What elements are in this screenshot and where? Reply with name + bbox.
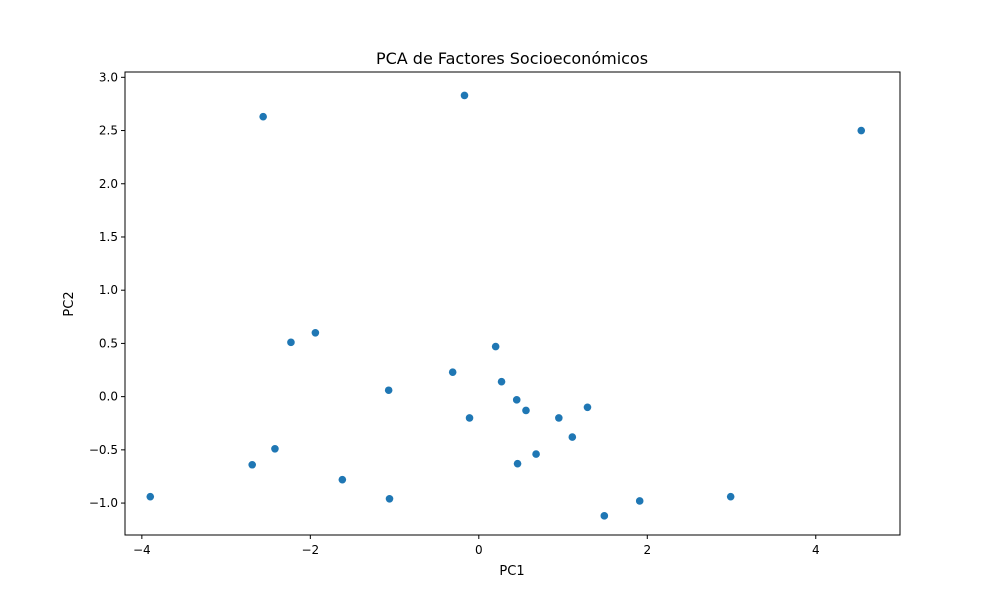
data-point xyxy=(338,475,347,484)
y-tick-label: 3.0 xyxy=(99,70,118,84)
data-point xyxy=(385,495,394,503)
y-tick-label: −0.5 xyxy=(89,443,118,457)
data-point xyxy=(522,406,530,415)
data-point xyxy=(857,126,866,135)
x-tick-label: −4 xyxy=(133,543,151,557)
data-point xyxy=(448,368,457,376)
y-tick-label: 2.5 xyxy=(99,124,118,138)
data-point xyxy=(583,403,592,412)
data-point xyxy=(600,512,609,520)
data-point xyxy=(635,497,644,505)
data-point xyxy=(512,396,521,404)
chart-title: PCA de Factores Socioeconómicos xyxy=(376,49,648,68)
y-tick-label: 2.0 xyxy=(99,177,118,191)
data-point xyxy=(513,459,522,468)
data-point xyxy=(726,492,735,501)
data-point xyxy=(555,414,563,422)
y-axis: −1.0 −0.5 0.0 0.5 1.0 1.5 2.0 2.5 3.0 xyxy=(89,70,125,510)
data-point xyxy=(271,444,279,453)
data-point xyxy=(532,450,540,458)
data-point xyxy=(568,433,577,441)
y-axis-label: PC2 xyxy=(62,291,77,316)
data-point xyxy=(460,91,469,100)
data-point xyxy=(384,386,393,395)
x-axis-label: PC1 xyxy=(499,564,524,579)
x-tick-label: 0 xyxy=(475,543,483,557)
y-tick-label: 1.0 xyxy=(99,283,118,297)
data-point xyxy=(248,460,257,469)
x-axis: −4 −2 0 2 4 xyxy=(133,535,820,557)
data-point xyxy=(287,338,295,347)
data-points xyxy=(146,91,866,520)
data-point xyxy=(497,377,506,386)
y-tick-label: 0.5 xyxy=(99,336,118,350)
data-point xyxy=(311,328,320,337)
y-tick-label: 1.5 xyxy=(99,230,118,244)
x-tick-label: −2 xyxy=(301,543,319,557)
plot-frame xyxy=(124,71,901,536)
data-point xyxy=(259,112,267,121)
x-tick-label: 4 xyxy=(812,543,820,557)
data-point xyxy=(146,492,155,501)
data-point xyxy=(465,414,474,422)
y-tick-label: −1.0 xyxy=(89,496,118,510)
x-tick-label: 2 xyxy=(643,543,651,557)
y-tick-label: 0.0 xyxy=(99,390,118,404)
data-point xyxy=(491,342,500,351)
